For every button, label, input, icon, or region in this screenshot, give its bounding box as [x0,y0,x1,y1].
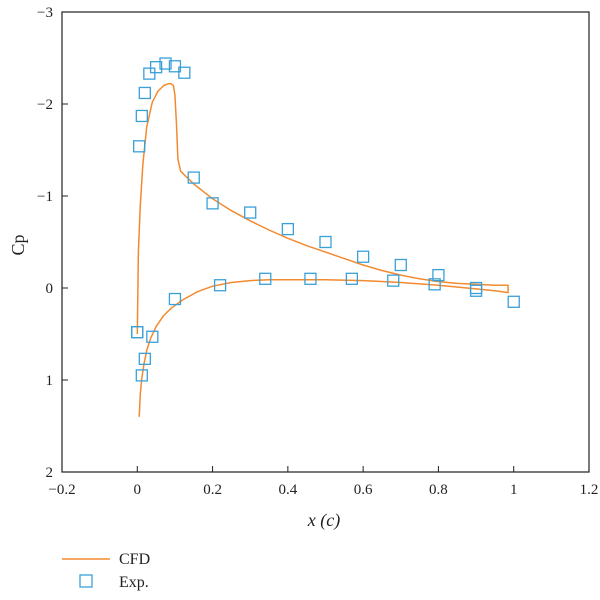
exp-point [394,258,407,272]
exp-point [387,274,400,287]
exp-point [159,57,172,70]
exp-point [146,330,159,343]
x-tick-label: −0.2 [48,482,75,498]
y-axis-title: Cp [8,234,28,255]
y-tick-label: 1 [46,373,54,389]
x-tick-label: 0 [134,482,142,498]
plot-frame [61,11,590,473]
exp-point [206,197,219,210]
x-axis-title: x (c) [307,510,340,531]
exp-point [168,60,182,73]
exp-point [168,292,182,306]
exp-point [138,352,151,365]
x-axis-ticks: −0.2 0 0.2 0.4 0.6 0.8 1 1.2 [48,466,598,498]
exp-point [244,206,257,219]
exp-point [131,326,144,339]
x-tick-label: 1.2 [580,482,599,498]
legend-cfd-label: CFD [119,551,150,568]
legend-exp-label: Exp. [119,574,149,591]
exp-point [281,222,295,236]
y-tick-label: 2 [46,465,54,481]
exp-point [304,272,317,285]
y-tick-label: −3 [37,5,53,21]
y-tick-label: 0 [46,281,54,297]
exp-point [178,66,191,79]
exp-point [149,61,163,74]
x-tick-label: 1 [510,482,518,498]
exp-point [319,235,332,249]
series-cfd [136,83,509,417]
exp-point [138,86,151,100]
exp-point [133,140,146,153]
y-tick-label: −2 [37,97,53,113]
legend-exp-swatch [79,574,93,588]
exp-point [428,278,441,291]
series-exp [131,57,520,382]
cfd-line [136,83,509,417]
y-axis-ticks: −3 −2 −1 0 1 2 [37,5,68,481]
exp-point [432,268,445,282]
exp-point [135,109,148,123]
exp-point [143,67,156,80]
exp-point [259,272,272,285]
x-tick-label: 0.2 [203,482,222,498]
y-tick-label: −1 [37,189,53,205]
exp-point [187,171,200,184]
legend: CFD Exp. [62,551,150,591]
exp-point [135,369,148,382]
x-tick-label: 0.4 [278,482,297,498]
exp-point [469,284,483,297]
exp-point [345,272,359,285]
x-tick-label: 0.6 [354,482,373,498]
plot-border [61,11,590,473]
exp-point [213,279,227,292]
x-tick-label: 0.8 [429,482,448,498]
exp-point [356,250,370,263]
exp-point [507,295,520,308]
